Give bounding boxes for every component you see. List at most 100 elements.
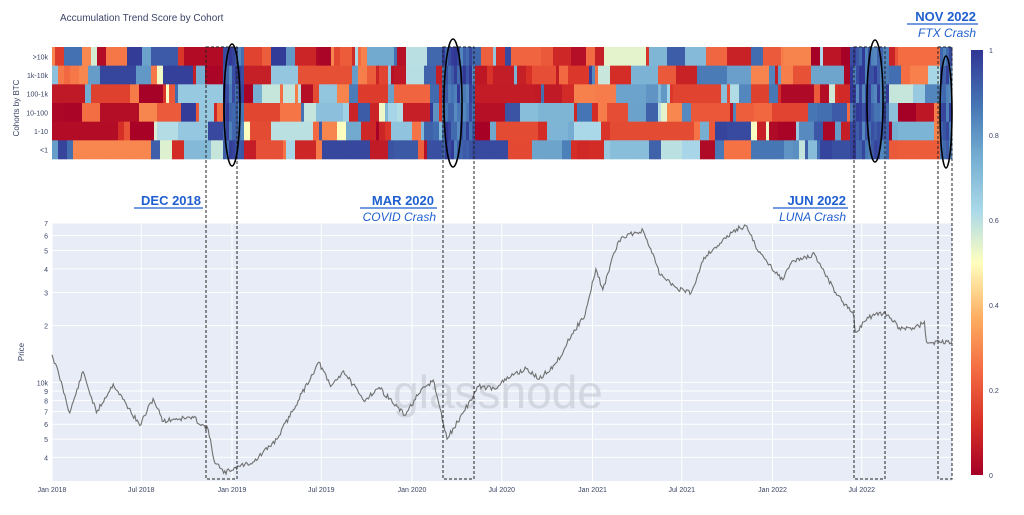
heatmap-cell [106,47,110,66]
heatmap-cell [193,103,197,122]
heatmap-cell [397,121,401,141]
heatmap-cell [919,121,923,141]
heatmap-cell [229,65,233,85]
heatmap-cell [52,65,56,85]
heatmap-cell [937,103,941,122]
heatmap-cell [895,103,899,122]
heatmap-cell [556,47,560,66]
heatmap-cell [352,140,356,160]
heatmap-cell [406,103,410,122]
heatmap-cell [886,103,890,122]
heatmap-cell [199,140,203,160]
heatmap-cell [424,47,428,66]
heatmap-cell [856,121,860,141]
heatmap-cell [361,65,365,85]
heatmap-cell [199,121,203,141]
heatmap-cell [277,47,281,66]
heatmap-cell [187,65,191,85]
price-y-tick-label: 4 [44,267,48,274]
heatmap-cell [253,84,257,104]
heatmap-cell [748,140,752,160]
heatmap-cell [67,103,71,122]
heatmap-cell [709,121,713,141]
heatmap-cell [415,140,419,160]
heatmap-cell [760,103,764,122]
heatmap-cell [190,121,194,141]
heatmap-cell [349,121,353,141]
heatmap-cell [676,140,680,160]
heatmap-cell [856,140,860,160]
heatmap-cell [283,47,287,66]
heatmap-cell [718,65,722,85]
heatmap-cell [148,47,152,66]
heatmap-cell [373,47,377,66]
price-y-tick-label: 8 [44,399,48,406]
heatmap-cell [601,47,605,66]
heatmap-cell [544,140,548,160]
heatmap-cell [907,65,911,85]
heatmap-cell [292,84,296,104]
heatmap-cell [124,121,128,141]
heatmap-cell [784,103,788,122]
heatmap-cell [898,65,902,85]
heatmap-cell [523,140,527,160]
heatmap-cell [619,103,623,122]
heatmap-cell [781,121,785,141]
heatmap-cell [514,65,518,85]
heatmap-cell [616,140,620,160]
heatmap-cell [421,140,425,160]
heatmap-cell [493,84,497,104]
heatmap-cell [181,84,185,104]
heatmap-cell [82,103,86,122]
heatmap-cell [550,140,554,160]
heatmap-cell [823,103,827,122]
heatmap-cell [151,65,155,85]
heatmap-cell [286,121,290,141]
heatmap-cell [418,121,422,141]
heatmap-cell [100,140,104,160]
heatmap-cell [487,103,491,122]
heatmap-cell [670,121,674,141]
heatmap-cell [646,65,650,85]
heatmap-cell [487,140,491,160]
heatmap-cell [325,121,329,141]
heatmap-cell [688,140,692,160]
heatmap-cell [928,84,932,104]
heatmap-cell [847,84,851,104]
heatmap-cell [598,47,602,66]
heatmap-cell [316,121,320,141]
heatmap-cell [808,47,812,66]
heatmap-cell [190,47,194,66]
heatmap-cell [907,103,911,122]
heatmap-cell [112,121,116,141]
heatmap-cell [232,140,236,160]
heatmap-cell [232,47,236,66]
heatmap-cell [898,103,902,122]
heatmap-cell [844,121,848,141]
heatmap-cell [268,84,272,104]
heatmap-cell [919,47,923,66]
heatmap-cell [916,121,920,141]
heatmap-cell [571,47,575,66]
heatmap-cell [325,140,329,160]
price-y-tick-label: 4 [44,455,48,462]
heatmap-cell [868,65,872,85]
heatmap-cell [154,140,158,160]
heatmap-cell [514,140,518,160]
price-x-tick-label: Jul 2020 [489,487,516,494]
heatmap-cell [913,65,917,85]
heatmap-cell [916,84,920,104]
heatmap-cell [103,65,107,85]
heatmap-cell [469,47,473,66]
heatmap-cell [193,47,197,66]
heatmap-cell [568,84,572,104]
heatmap-cell [67,140,71,160]
heatmap-cell [367,84,371,104]
heatmap-row-label: 1k-10k [27,73,49,80]
heatmap-cell [709,103,713,122]
heatmap-cell [901,84,905,104]
heatmap-cell [769,47,773,66]
heatmap-cell [481,65,485,85]
heatmap-cell [448,140,452,160]
heatmap-cell [592,103,596,122]
